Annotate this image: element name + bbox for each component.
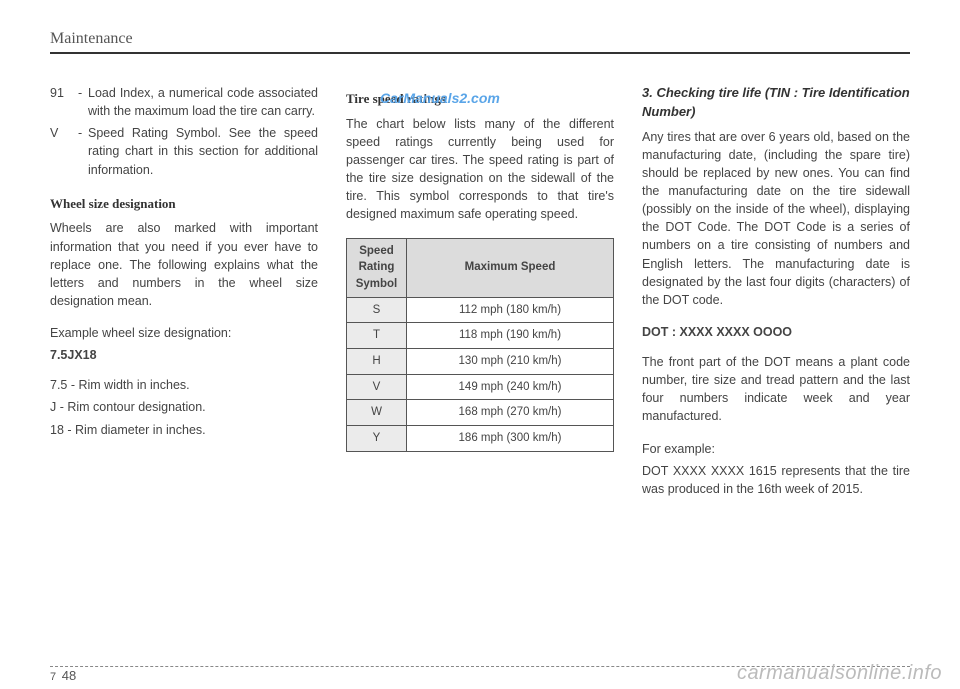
section-number: 7 — [50, 671, 56, 683]
speed-rating-table: Speed Rating Symbol Maximum Speed S 112 … — [346, 238, 614, 452]
cell-speed: 118 mph (190 km/h) — [407, 323, 614, 349]
watermark-top: CarManuals2.com — [380, 90, 500, 106]
table-row: W 168 mph (270 km/h) — [347, 400, 614, 426]
table-row: V 149 mph (240 km/h) — [347, 374, 614, 400]
content-columns: 91 - Load Index, a numerical code associ… — [50, 84, 910, 512]
page-header: Maintenance — [50, 30, 910, 54]
cell-symbol: V — [347, 374, 407, 400]
wheel-spec-line: 7.5 - Rim width in inches. — [50, 376, 318, 394]
tire-life-para: Any tires that are over 6 years old, bas… — [642, 128, 910, 309]
column-2: Tire speed ratings The chart below lists… — [346, 84, 614, 512]
def-val: Speed Rating Symbol. See the speed ratin… — [88, 124, 318, 178]
wheel-size-heading: Wheel size designation — [50, 195, 318, 214]
dot-code-heading: DOT : XXXX XXXX OOOO — [642, 323, 910, 341]
wheel-size-para: Wheels are also marked with important in… — [50, 219, 318, 310]
def-sep: - — [78, 124, 88, 178]
cell-speed: 112 mph (180 km/h) — [407, 297, 614, 323]
manual-page: Maintenance CarManuals2.com 91 - Load In… — [0, 0, 960, 689]
cell-speed: 149 mph (240 km/h) — [407, 374, 614, 400]
definition-list: 91 - Load Index, a numerical code associ… — [50, 84, 318, 179]
example-label: For example: — [642, 440, 910, 458]
cell-symbol: T — [347, 323, 407, 349]
column-3: 3. Checking tire life (TIN : Tire Identi… — [642, 84, 910, 512]
cell-symbol: H — [347, 348, 407, 374]
cell-speed: 168 mph (270 km/h) — [407, 400, 614, 426]
page-number-value: 48 — [62, 668, 76, 683]
dot-code-para: The front part of the DOT means a plant … — [642, 353, 910, 426]
table-row: T 118 mph (190 km/h) — [347, 323, 614, 349]
def-val: Load Index, a numerical code associated … — [88, 84, 318, 120]
cell-symbol: Y — [347, 425, 407, 451]
table-header-symbol: Speed Rating Symbol — [347, 238, 407, 297]
dot-example-para: DOT XXXX XXXX 1615 represents that the t… — [642, 462, 910, 498]
def-item: V - Speed Rating Symbol. See the speed r… — [50, 124, 318, 178]
cell-symbol: S — [347, 297, 407, 323]
cell-speed: 186 mph (300 km/h) — [407, 425, 614, 451]
tire-life-heading: 3. Checking tire life (TIN : Tire Identi… — [642, 84, 910, 122]
example-label: Example wheel size designation: — [50, 324, 318, 342]
table-row: Y 186 mph (300 km/h) — [347, 425, 614, 451]
tire-speed-para: The chart below lists many of the differ… — [346, 115, 614, 224]
table-row: S 112 mph (180 km/h) — [347, 297, 614, 323]
table-header-speed: Maximum Speed — [407, 238, 614, 297]
cell-speed: 130 mph (210 km/h) — [407, 348, 614, 374]
example-value: 7.5JX18 — [50, 346, 318, 364]
cell-symbol: W — [347, 400, 407, 426]
watermark-bottom: carmanualsonline.info — [737, 662, 942, 685]
column-1: 91 - Load Index, a numerical code associ… — [50, 84, 318, 512]
def-item: 91 - Load Index, a numerical code associ… — [50, 84, 318, 120]
def-sep: - — [78, 84, 88, 120]
table-row: H 130 mph (210 km/h) — [347, 348, 614, 374]
def-key: 91 — [50, 84, 78, 120]
wheel-spec-line: 18 - Rim diameter in inches. — [50, 421, 318, 439]
def-key: V — [50, 124, 78, 178]
page-number: 7 48 — [50, 668, 76, 683]
wheel-spec-line: J - Rim contour designation. — [50, 398, 318, 416]
